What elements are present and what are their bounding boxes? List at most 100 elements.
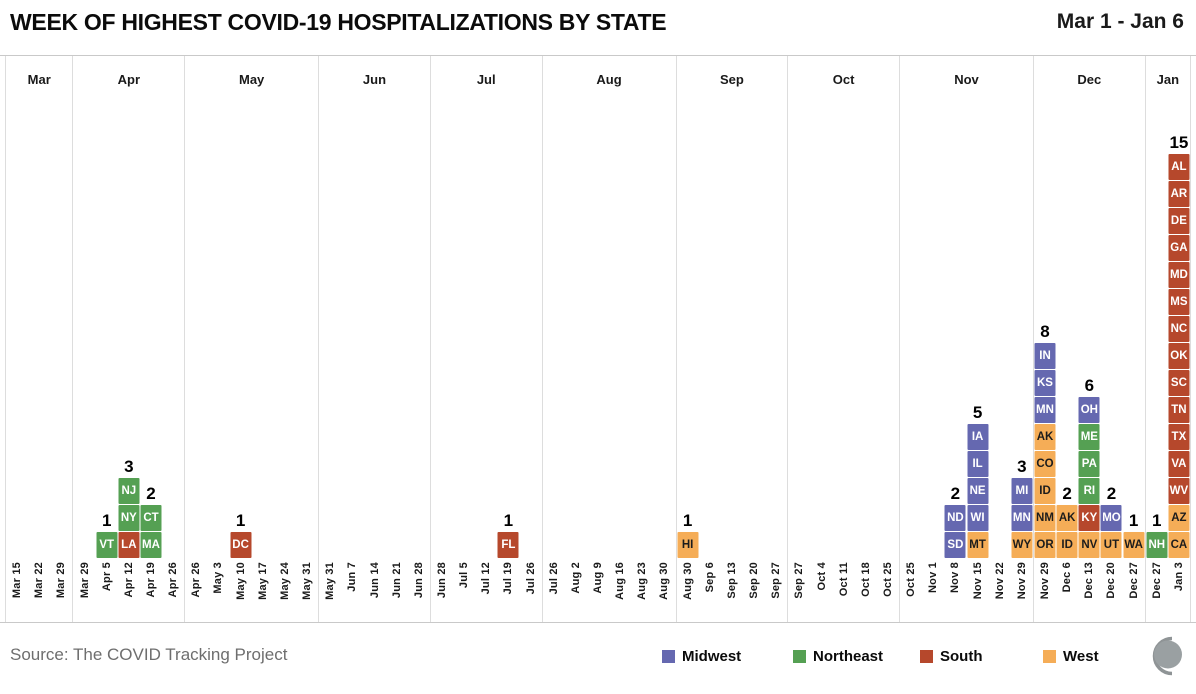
count-label: 8 <box>1040 322 1050 341</box>
week-axis-label: Mar 22 <box>33 562 46 599</box>
state-square-ia: IA <box>967 424 989 450</box>
week-axis-label: Jan 3 <box>1172 562 1185 592</box>
source-credit: Source: The COVID Tracking Project <box>10 645 288 664</box>
state-square-ar: AR <box>1168 181 1190 207</box>
week-column: May 3 <box>207 56 229 622</box>
state-square-ak: AK <box>1056 505 1078 531</box>
week-axis-label: Oct 4 <box>815 562 828 591</box>
week-column: Nov 1 <box>922 56 944 622</box>
week-axis-label: Aug 2 <box>569 562 582 594</box>
state-stack: 2 ND SD <box>944 482 966 558</box>
week-column: 1 NH Dec 27 <box>1146 56 1168 622</box>
state-square-ks: KS <box>1034 370 1056 396</box>
week-axis-label: Dec 27 <box>1150 562 1163 599</box>
count-label: 1 <box>682 511 693 530</box>
week-column: Oct 18 <box>855 56 877 622</box>
week-column: Nov 22 <box>989 56 1011 622</box>
state-square-la: LA <box>118 532 140 558</box>
week-axis-label: Sep 13 <box>725 562 738 599</box>
legend-label-west: West <box>1063 648 1099 665</box>
month-label: Sep <box>719 72 744 87</box>
week-axis-label: Dec 6 <box>1061 562 1074 593</box>
week-axis-label: Dec 20 <box>1105 562 1118 599</box>
week-column: Jun 28 <box>408 56 430 622</box>
state-square-ct: CT <box>140 505 162 531</box>
week-column: Oct 25 <box>877 56 899 622</box>
week-column: 1 HI Aug 30 <box>677 56 699 622</box>
state-square-wa: WA <box>1123 532 1145 558</box>
week-column: Oct 11 <box>833 56 855 622</box>
state-square-al: AL <box>1168 154 1190 180</box>
page-title: WEEK OF HIGHEST COVID-19 HOSPITALIZATION… <box>10 9 667 35</box>
week-axis-label: Jul 19 <box>502 562 515 595</box>
count-label: 1 <box>1128 511 1139 530</box>
state-stack: 2 MO UT <box>1100 482 1122 558</box>
state-stack: 6 OH ME PA RI KY NV <box>1078 374 1100 558</box>
count-label: 2 <box>950 484 961 503</box>
week-column: Jul 5 <box>453 56 475 622</box>
week-axis-label: Mar 15 <box>11 562 24 599</box>
legend-swatch-south <box>920 650 933 663</box>
week-axis-label: Mar 29 <box>78 562 91 599</box>
count-label: 6 <box>1084 376 1095 395</box>
chart-bottom-rule <box>0 622 1196 623</box>
week-column: 2 CT MA Apr 19 <box>140 56 162 622</box>
week-column: May 17 <box>252 56 274 622</box>
week-column: 1 FL Jul 19 <box>497 56 519 622</box>
week-axis-label: May 31 <box>301 562 314 600</box>
week-axis-label: Nov 29 <box>1015 562 1028 600</box>
week-axis-label: May 3 <box>212 562 225 594</box>
week-axis-label: Aug 30 <box>681 562 694 600</box>
week-column: Sep 6 <box>699 56 721 622</box>
week-column: May 31 <box>319 56 341 622</box>
week-column: Jun 28 <box>431 56 453 622</box>
legend-swatch-northeast <box>793 650 806 663</box>
week-column: Sep 27 <box>765 56 787 622</box>
week-axis-label: May 24 <box>278 562 291 600</box>
week-axis-label: Oct 11 <box>837 562 850 597</box>
count-label: 2 <box>1062 484 1072 503</box>
week-column: Jun 21 <box>386 56 408 622</box>
week-axis-label: May 10 <box>234 562 247 600</box>
week-column: Aug 2 <box>565 56 587 622</box>
month-label: Oct <box>832 72 855 87</box>
month-panel-jul: Jul Jun 28 Jul 5 Jul 12 1 FL Jul 19 Jul 26 <box>429 56 542 622</box>
state-square-fl: FL <box>497 532 519 558</box>
state-stack: 3 NJ NY LA <box>118 455 140 558</box>
month-panel-may: May Apr 26 May 3 1 DC May 10 May 17 May 24 May 3… <box>184 56 318 622</box>
month-panel-jan: Jan 1 NH Dec 27 15 AL AR DE GA MD MS NC OK SC TN TX VA WV… <box>1144 56 1190 622</box>
week-column: Apr 26 <box>185 56 207 622</box>
state-square-co: CO <box>1034 451 1056 477</box>
state-square-or: OR <box>1034 532 1056 558</box>
state-square-ak: AK <box>1034 424 1056 450</box>
state-square-nc: NC <box>1168 316 1190 342</box>
week-axis-label: Apr 26 <box>190 562 203 598</box>
state-stack: 1 NH <box>1146 509 1168 558</box>
legend-label-northeast: Northeast <box>813 648 884 665</box>
count-label: 2 <box>146 484 156 503</box>
week-column: Jul 12 <box>475 56 497 622</box>
week-column: Aug 30 <box>653 56 675 622</box>
state-square-de: DE <box>1168 208 1190 234</box>
week-axis-label: Oct 25 <box>881 562 894 597</box>
state-stack: 15 AL AR DE GA MD MS NC OK SC TN TX VA WV AZ CA <box>1168 131 1190 558</box>
week-column: Mar 29 <box>73 56 95 622</box>
month-label: Nov <box>954 72 979 87</box>
count-label: 3 <box>124 457 134 476</box>
month-panel-nov: Nov Oct 25 Nov 1 2 ND SD Nov 8 5 IA IL NE WI MT Nov 1… <box>899 56 1033 622</box>
week-column: Sep 13 <box>721 56 743 622</box>
week-column: 8 IN KS MN AK CO ID NM OR Nov 29 <box>1034 56 1056 622</box>
week-column: 2 MO UT Dec 20 <box>1100 56 1122 622</box>
week-axis-label: Jun 21 <box>390 562 403 599</box>
state-square-ga: GA <box>1168 235 1190 261</box>
state-square-az: AZ <box>1168 505 1190 531</box>
month-panel-apr: Apr Mar 29 1 VT Apr 5 3 NJ NY LA Apr 12 2 CT MA Apr 1… <box>72 56 184 622</box>
state-square-vt: VT <box>96 532 118 558</box>
state-square-va: VA <box>1168 451 1190 477</box>
week-column: Jul 26 <box>519 56 541 622</box>
week-column: Apr 26 <box>162 56 184 622</box>
week-column: Sep 27 <box>788 56 810 622</box>
week-column: Aug 9 <box>587 56 609 622</box>
month-label: Mar <box>27 72 51 87</box>
week-axis-label: Apr 12 <box>122 562 135 598</box>
